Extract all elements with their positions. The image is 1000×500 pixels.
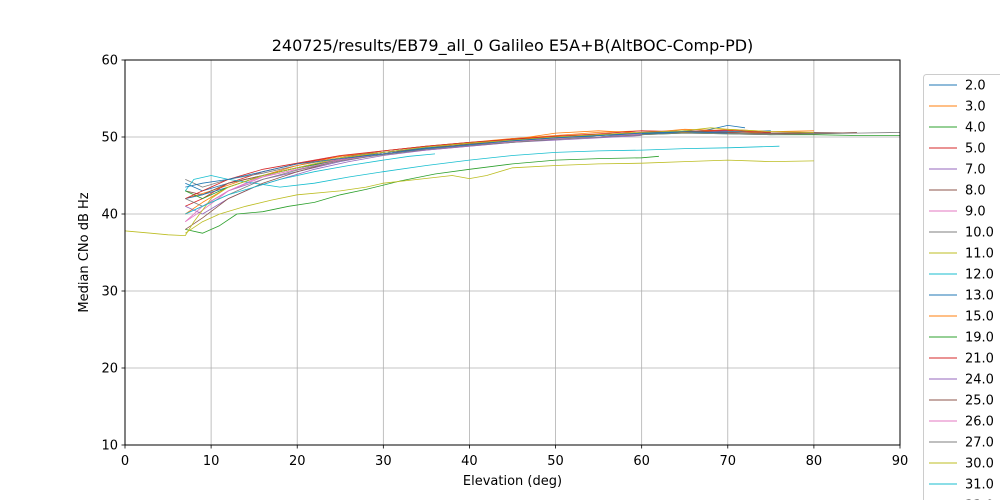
legend-label: 27.0 [965,436,994,451]
series-lines [124,125,901,237]
legend-label: 7.0 [965,163,986,178]
series-line [185,155,659,234]
legend-label: 21.0 [965,352,994,367]
series-line [184,145,780,192]
legend-label: 4.0 [965,121,986,136]
x-tick-label: 70 [720,454,737,469]
x-tick-label: 30 [375,454,392,469]
legend-frame [923,74,1000,500]
series-line [124,127,814,237]
legend-label: 8.0 [965,184,986,199]
legend-label: 11.0 [965,247,994,262]
y-tick-label: 40 [101,208,118,223]
plot-area-frame [124,59,901,446]
legend-label: 10.0 [965,226,994,241]
legend-label: 31.0 [965,478,994,493]
x-tick-label: 20 [289,454,306,469]
y-tick-label: 60 [101,54,118,69]
legend-label: 15.0 [965,310,994,325]
x-tick-label: 50 [547,454,564,469]
legend-label: 25.0 [965,394,994,409]
series-line [185,131,728,188]
x-tick-label: 60 [633,454,650,469]
series-line [185,132,857,207]
y-axis-label: Median CNo dB Hz [77,192,92,312]
legend-label: 2.0 [965,79,986,94]
y-tick-label: 50 [101,131,118,146]
legend-label: 13.0 [965,289,994,304]
y-tick-label: 30 [101,285,118,300]
x-tick-label: 80 [806,454,823,469]
legend-label: 30.0 [965,457,994,472]
legend: 2.0 3.0 4.0 5.0 7.0 8.0 9.0 10.0 11.0 12.0 13.0 15.… [923,74,1000,500]
legend-label: 33.0 [965,499,994,500]
x-tick-label: 40 [461,454,478,469]
legend-label: 24.0 [965,373,994,388]
legend-label: 12.0 [965,268,994,283]
x-axis-label: Elevation (deg) [463,474,562,489]
legend-label: 3.0 [965,100,986,115]
y-tick-label: 10 [101,439,118,454]
x-tick-label: 10 [203,454,220,469]
series-line [185,153,436,215]
series-line [185,159,814,234]
x-tick-label: 90 [892,454,909,469]
chart-title: 240725/results/EB79_all_0 Galileo E5A+B(… [272,36,754,56]
legend-label: 19.0 [965,331,994,346]
legend-label: 5.0 [965,142,986,157]
y-tick-label: 20 [101,362,118,377]
x-tick-label: 0 [121,454,129,469]
legend-label: 26.0 [965,415,994,430]
legend-label: 9.0 [965,205,986,220]
